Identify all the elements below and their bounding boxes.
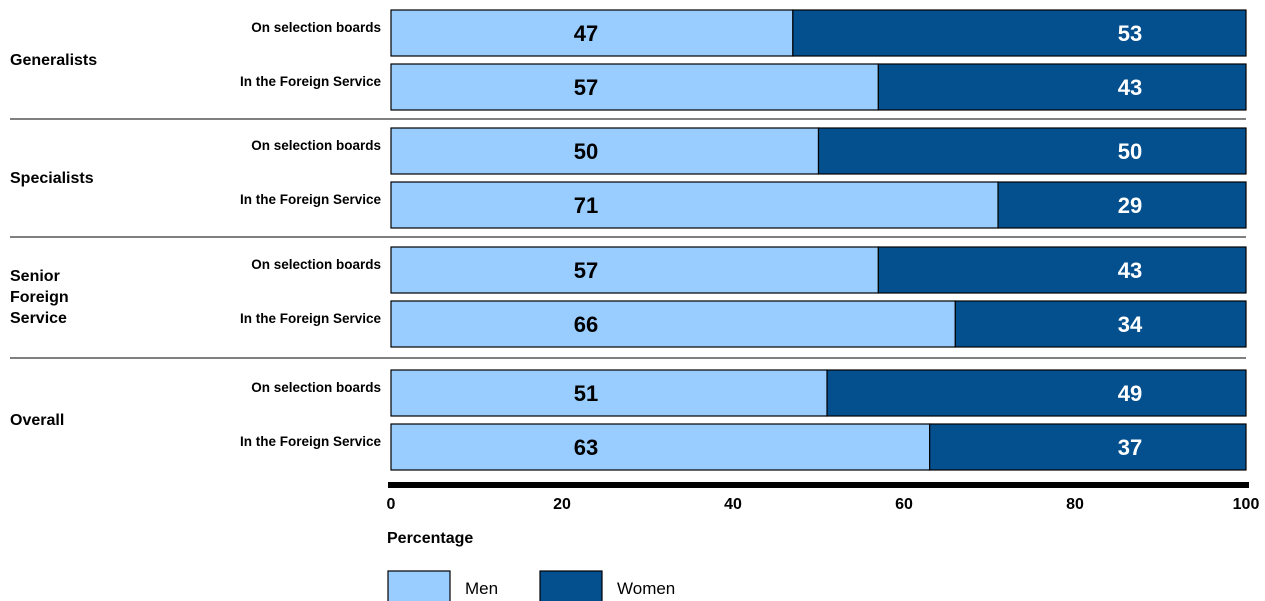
bars: 47 53 57 43 50 50 71 29 57 43 66 34 51 49 63 37 [390, 9, 1247, 471]
row-label: In the Foreign Service [240, 74, 382, 89]
group-label: Overall [10, 412, 64, 429]
bar-segment-men [390, 63, 879, 111]
x-tick-label: 0 [387, 496, 396, 513]
row-label: On selection boards [251, 257, 381, 272]
x-tick-label: 100 [1233, 496, 1260, 513]
data-label-men: 71 [574, 193, 598, 218]
group-label: Service [10, 310, 67, 327]
group-label: Foreign [10, 289, 69, 306]
data-label-men: 51 [574, 381, 598, 406]
row-labels: On selection boards In the Foreign Servic… [240, 20, 382, 449]
data-label-men: 57 [574, 75, 598, 100]
bar-segment-women [997, 181, 1247, 229]
bar-segment-women [792, 9, 1247, 57]
bar-segment-women [954, 300, 1247, 348]
data-label-men: 50 [574, 139, 598, 164]
bar-segment-men [390, 9, 794, 57]
group-label: Specialists [10, 170, 94, 187]
legend: Men Women [387, 570, 675, 601]
group-separators [10, 118, 1246, 359]
data-label-men: 63 [574, 435, 598, 460]
x-tick-label: 80 [1066, 496, 1084, 513]
row-label: On selection boards [251, 138, 381, 153]
data-label-men: 57 [574, 258, 598, 283]
bar-segment-women [817, 127, 1247, 175]
x-tick-label: 40 [724, 496, 742, 513]
data-label-men: 66 [574, 312, 598, 337]
x-tick-label: 20 [553, 496, 571, 513]
row-label: In the Foreign Service [240, 311, 382, 326]
row-label: On selection boards [251, 20, 381, 35]
data-label-women: 50 [1118, 139, 1142, 164]
data-label-women: 43 [1118, 75, 1142, 100]
bar-segment-men [390, 246, 879, 294]
legend-label-women: Women [617, 579, 675, 598]
group-label: Senior [10, 268, 60, 285]
data-label-women: 34 [1118, 312, 1143, 337]
bar-segment-women [929, 423, 1247, 471]
data-label-women: 29 [1118, 193, 1142, 218]
x-axis: 0 20 40 60 80 100 [387, 482, 1260, 513]
row-label: In the Foreign Service [240, 192, 382, 207]
bar-segment-women [877, 63, 1247, 111]
x-tick-label: 60 [895, 496, 913, 513]
row-label: On selection boards [251, 380, 381, 395]
bar-segment-women [877, 246, 1247, 294]
x-axis-title: Percentage [387, 530, 473, 547]
bar-segment-women [826, 369, 1247, 417]
bar-segment-men [390, 423, 931, 471]
bar-segment-men [390, 181, 999, 229]
group-labels: Generalists Specialists Senior Foreign Servi… [10, 52, 97, 429]
legend-swatch-men [387, 570, 451, 601]
data-label-men: 47 [574, 21, 598, 46]
data-label-women: 37 [1118, 435, 1142, 460]
bar-segment-men [390, 127, 820, 175]
data-label-women: 53 [1118, 21, 1142, 46]
bar-segment-men [390, 369, 828, 417]
data-label-women: 49 [1118, 381, 1142, 406]
legend-label-men: Men [465, 579, 498, 598]
x-axis-line [388, 482, 1249, 488]
legend-swatch-women [539, 570, 603, 601]
row-label: In the Foreign Service [240, 434, 382, 449]
data-label-women: 43 [1118, 258, 1142, 283]
bar-segment-men [390, 300, 956, 348]
group-label: Generalists [10, 52, 97, 69]
